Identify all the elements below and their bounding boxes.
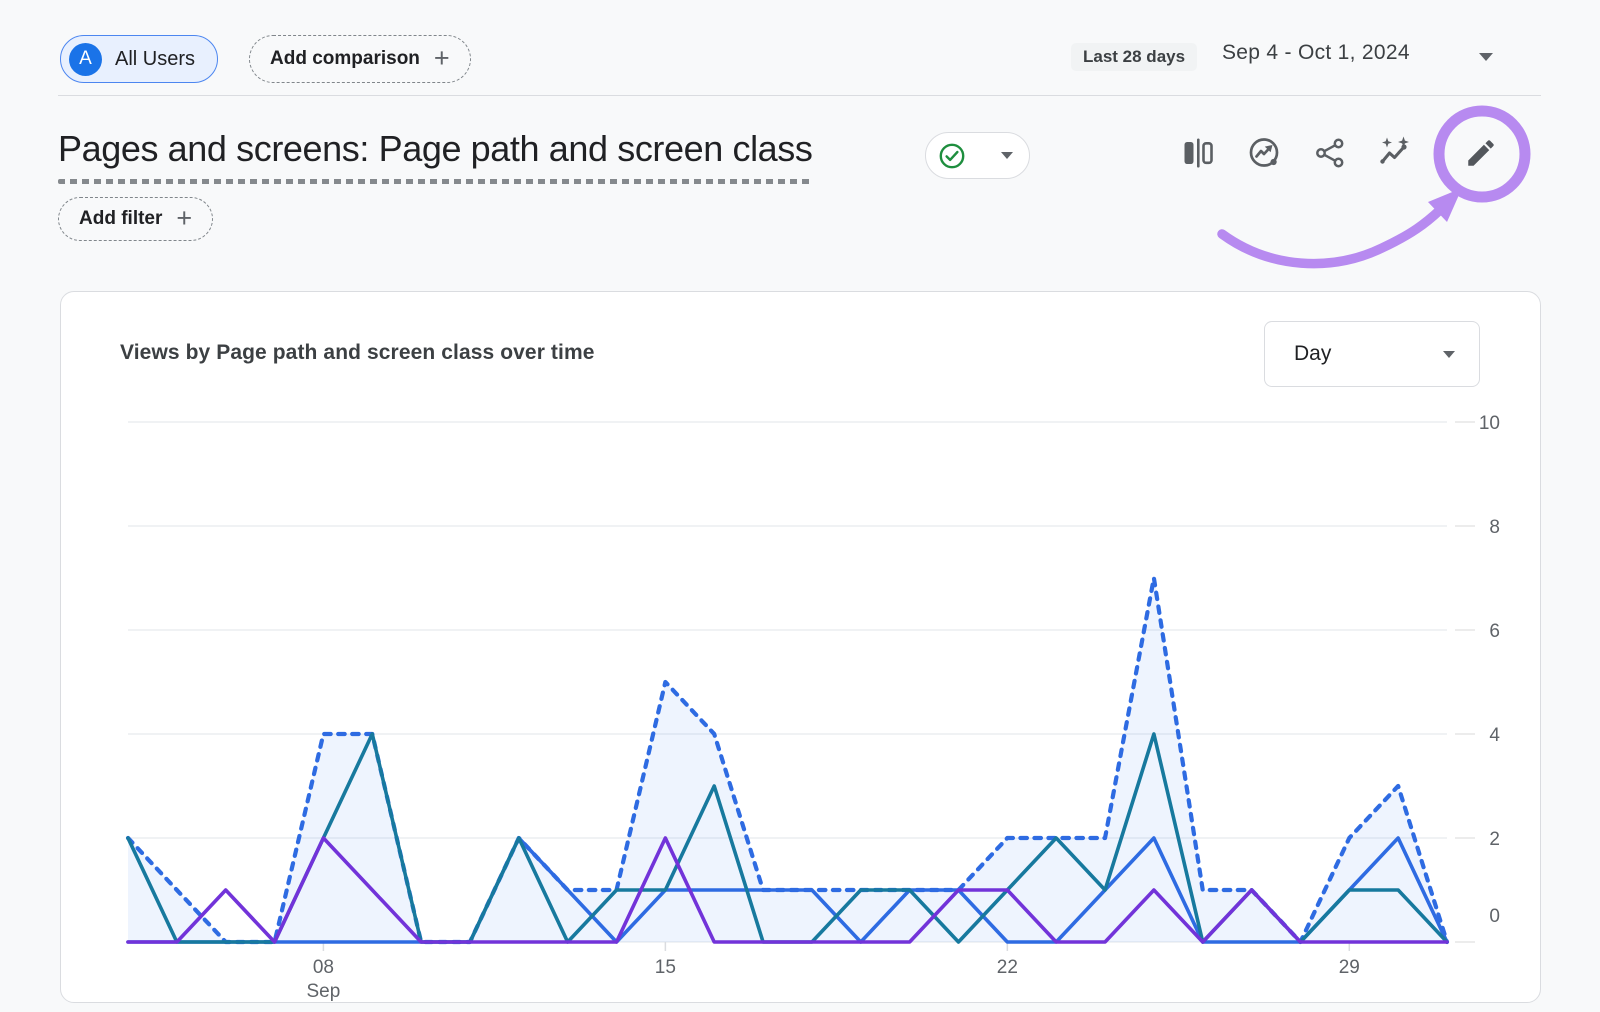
date-range-selector[interactable]: Sep 4 - Oct 1, 2024: [1222, 41, 1410, 64]
insights-circle-icon: [1249, 138, 1279, 167]
views-line-purple: [126, 836, 1449, 944]
green-check-circle-icon: [939, 143, 965, 168]
add-filter-label: Add filter: [79, 208, 163, 229]
chart-card: [60, 291, 1541, 1003]
annotation-arrow-head: [1428, 188, 1462, 222]
report-title[interactable]: Pages and screens: Page path and screen …: [58, 128, 813, 184]
y-axis-label: 2: [1489, 829, 1500, 850]
add-filter-button[interactable]: Add filter +: [58, 197, 214, 241]
ab-comparison-icon: [1184, 138, 1213, 168]
x-axis-label: 29: [1339, 957, 1360, 978]
x-axis-label: 22: [997, 957, 1018, 978]
series-area-fill: [128, 578, 1447, 942]
audience-avatar: A: [69, 42, 102, 76]
views-line-blue: [126, 836, 1449, 944]
header-divider: [58, 95, 1541, 96]
chart-title: Views by Page path and screen class over…: [120, 341, 595, 364]
y-axis-label: 8: [1489, 517, 1500, 538]
status-caret-icon: [1001, 152, 1013, 159]
insights-sparkle-icon: [1380, 136, 1409, 164]
share-icon: [1316, 138, 1344, 168]
insights-sparkle-button[interactable]: [1378, 135, 1414, 171]
plus-icon: +: [433, 42, 450, 73]
chart-svg[interactable]: 0 2 4 6 8 10 08 Sep 15 22 29: [60, 291, 1541, 1003]
y-axis-label: 10: [1479, 413, 1500, 434]
views-line-dotted-blue: [125, 575, 1450, 945]
date-preset-badge: Last 28 days: [1071, 43, 1198, 71]
edit-report-button[interactable]: [1464, 136, 1498, 170]
annotation-overlay: [1217, 105, 1531, 269]
x-axis-label: 08: [313, 957, 334, 978]
avatar-letter: A: [79, 48, 92, 69]
edit-pencil-icon: [1468, 140, 1494, 166]
ab-comparison-button[interactable]: [1180, 135, 1216, 171]
audience-chip-label: All Users: [115, 47, 196, 70]
granularity-value: Day: [1294, 342, 1332, 365]
plus-icon: +: [176, 202, 193, 233]
insights-button[interactable]: [1246, 135, 1282, 171]
add-comparison-label: Add comparison: [270, 48, 420, 69]
share-button[interactable]: [1312, 135, 1348, 171]
granularity-dropdown[interactable]: Day: [1264, 321, 1480, 387]
annotation-arrow-shaft: [1217, 205, 1445, 269]
granularity-caret-icon: [1443, 350, 1455, 358]
add-comparison-button[interactable]: Add comparison +: [249, 35, 471, 83]
date-range-caret-icon[interactable]: [1479, 53, 1493, 61]
y-axis-label: 6: [1489, 621, 1500, 642]
x-axis-sublabel: Sep: [307, 981, 341, 1002]
x-axis-label: 15: [655, 957, 676, 978]
audience-chip-all-users[interactable]: A All Users: [60, 35, 219, 83]
y-axis-label: 0: [1489, 906, 1500, 927]
y-axis-label: 4: [1489, 725, 1500, 746]
report-status-dropdown[interactable]: [925, 132, 1030, 179]
